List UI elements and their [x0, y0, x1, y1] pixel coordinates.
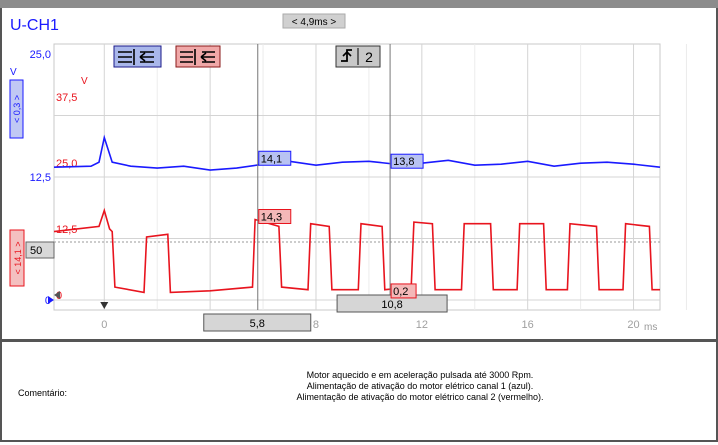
x-tick-label: 8	[313, 319, 319, 331]
comment-line: Alimentação de ativação do motor elétric…	[306, 381, 534, 391]
channel2-coupling-icon[interactable]	[175, 45, 221, 68]
time-marker-label: < 4,9ms >	[292, 17, 337, 28]
trigger-channel-label: 2	[365, 49, 373, 65]
comment-line: Motor aquecido e em aceleração pulsada a…	[306, 370, 534, 380]
grid	[54, 44, 687, 310]
channel2-readout-box	[390, 283, 417, 299]
oscilloscope-chart[interactable]: U-CH1 < 4,9ms > 2 V < 0,3 > < 14,1 > V 5…	[0, 8, 718, 339]
top-bar	[0, 0, 718, 8]
cursor-time-box	[203, 313, 312, 332]
channel1-zero-marker	[48, 296, 54, 304]
channel1-y-tick-label: 25,0	[30, 49, 51, 61]
cursor-time-label: 10,8	[381, 299, 402, 311]
channel2-unit-label: V	[81, 76, 88, 87]
channel2-readout: 14,3	[261, 211, 282, 223]
trigger-level-label: 50	[30, 245, 42, 257]
comment-line: Alimentação de ativação do motor elétric…	[296, 392, 544, 402]
x-unit-label: ms	[644, 322, 657, 333]
x-tick-label: 16	[522, 319, 534, 331]
channel2-readout-box	[258, 208, 292, 224]
channel1-readout-box	[390, 153, 424, 169]
channel-title: U-CH1	[10, 17, 59, 34]
trigger-edge-icon[interactable]	[335, 45, 381, 68]
channel2-scale-tab[interactable]: < 14,1 >	[9, 229, 25, 287]
channel1-readout: 13,8	[393, 156, 414, 168]
channel1-scale-label: < 0,3 >	[12, 95, 22, 123]
trigger-time-marker	[100, 302, 109, 309]
comment-label: Comentário:	[18, 388, 68, 398]
comment-panel	[0, 341, 718, 442]
channel2-zero-marker	[54, 291, 60, 299]
time-marker-box[interactable]	[282, 13, 346, 29]
channel1-y-tick-label: 12,5	[30, 172, 51, 184]
channel1-scale-tab[interactable]: < 0,3 >	[9, 79, 24, 139]
channel1-readout-box	[258, 150, 292, 166]
x-tick-label: 0	[101, 319, 107, 331]
channel1-unit-label: V	[10, 67, 17, 78]
comment-text: Motor aquecido e em aceleração pulsada a…	[140, 370, 700, 403]
channel2-y-tick-label: 25,0	[56, 158, 77, 170]
x-tick-label: 20	[627, 319, 639, 331]
channel2-y-tick-label: 37,5	[56, 92, 77, 104]
channel1-y-tick-label: 0	[45, 295, 51, 307]
cursor-time-label: 5,8	[250, 318, 265, 330]
channel2-readout: 0,2	[393, 286, 408, 298]
channel1-readout: 14,1	[261, 153, 282, 165]
channel2-trace	[53, 207, 660, 294]
cursors[interactable]: 5,8 14,1 14,3 10,8 13,8 0,2	[203, 44, 448, 332]
channel1-trace	[53, 134, 661, 171]
channel1-coupling-icon[interactable]	[113, 45, 162, 68]
traces	[53, 134, 661, 294]
x-tick-label: 12	[416, 319, 428, 331]
trigger-level-box[interactable]: 50	[25, 241, 55, 259]
channel2-scale-label: < 14,1 >	[13, 241, 23, 274]
